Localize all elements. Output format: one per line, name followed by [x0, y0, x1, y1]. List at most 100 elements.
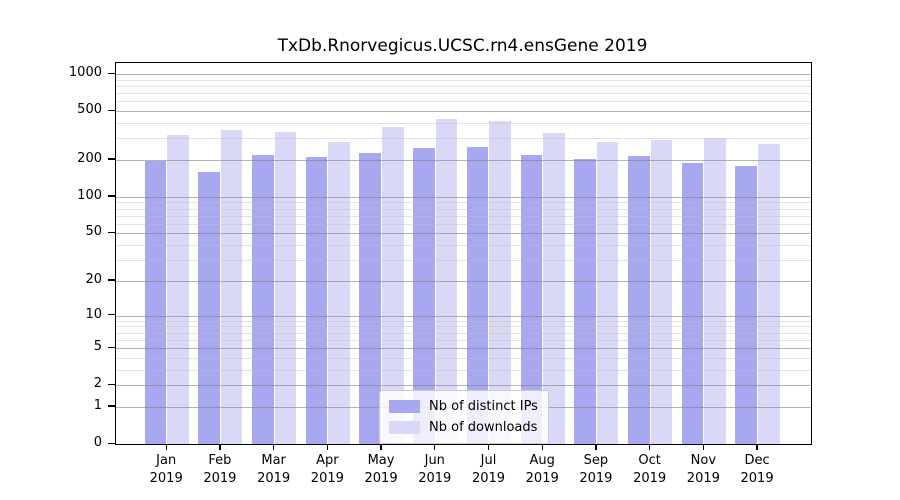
- bar-ips-may: [359, 152, 382, 444]
- y-tick-label: 1: [93, 397, 102, 413]
- legend-label: Nb of downloads: [429, 420, 538, 435]
- bar-downloads-nov: [704, 138, 726, 444]
- y-tick-mark: [108, 279, 115, 281]
- x-tick-year: 2019: [579, 471, 613, 486]
- legend-label: Nb of distinct IPs: [429, 399, 538, 414]
- y-tick-mark: [108, 72, 115, 74]
- x-tick-month: Mar: [261, 453, 286, 468]
- x-tick-month: Nov: [690, 453, 717, 468]
- x-tick-month: Apr: [316, 453, 339, 468]
- x-tick-year: 2019: [149, 471, 183, 486]
- x-tick-mark: [702, 444, 705, 450]
- x-tick-mark: [649, 444, 651, 450]
- x-tick-year: 2019: [471, 471, 506, 486]
- y-tick-label: 2: [93, 376, 102, 392]
- x-tick-year: 2019: [418, 471, 452, 486]
- bars-layer: [116, 63, 811, 444]
- y-tick-label: 100: [77, 187, 102, 203]
- bar-ips-aug: [520, 154, 543, 444]
- bar-ips-jul: [466, 147, 489, 444]
- x-tick-mark: [273, 444, 275, 450]
- bar-ips-feb: [198, 171, 220, 444]
- x-tick-mark: [541, 444, 543, 450]
- x-tick-month: Aug: [529, 453, 555, 468]
- x-tick-year: 2019: [633, 471, 667, 486]
- bar-ips-nov: [681, 162, 704, 444]
- y-tick-label: 500: [77, 102, 102, 118]
- legend-item: Nb of downloads: [389, 417, 538, 438]
- x-tick-label: Nov 2019: [668, 452, 738, 488]
- x-tick-label: Jun 2019: [400, 452, 470, 488]
- x-tick-label: Jan 2019: [131, 452, 201, 488]
- y-tick-mark: [108, 442, 115, 444]
- x-tick-label: Sep 2019: [561, 452, 631, 488]
- x-tick-label: Jul 2019: [453, 452, 523, 488]
- y-tick-label: 20: [85, 271, 102, 287]
- x-tick-month: Feb: [208, 453, 232, 468]
- x-tick-label: Apr 2019: [292, 452, 362, 488]
- y-tick-label: 200: [77, 150, 102, 166]
- bar-downloads-may: [381, 127, 404, 444]
- x-tick-mark: [219, 444, 221, 450]
- x-tick-mark: [434, 444, 436, 450]
- legend-swatch: [389, 400, 420, 413]
- y-tick-mark: [108, 405, 115, 407]
- x-tick-year: 2019: [257, 471, 291, 486]
- x-tick-month: Dec: [744, 453, 770, 468]
- x-tick-mark: [595, 444, 597, 450]
- bar-downloads-sep: [596, 142, 619, 444]
- bar-downloads-jan: [167, 134, 189, 444]
- bar-downloads-mar: [274, 132, 297, 444]
- x-tick-year: 2019: [740, 471, 774, 486]
- x-tick-label: Aug 2019: [507, 452, 577, 488]
- x-tick-mark: [380, 444, 382, 450]
- bar-ips-dec: [735, 165, 758, 444]
- bar-ips-mar: [252, 154, 274, 444]
- bar-ips-jun: [413, 148, 435, 444]
- x-tick-month: Sep: [583, 453, 609, 468]
- bar-downloads-dec: [757, 143, 780, 444]
- x-tick-year: 2019: [525, 471, 559, 486]
- y-tick-label: 10: [85, 306, 102, 322]
- y-tick-mark: [108, 314, 115, 316]
- bar-ips-sep: [574, 158, 596, 444]
- bar-downloads-feb: [220, 130, 243, 444]
- y-tick-mark: [108, 231, 115, 234]
- y-tick-label: 5: [93, 339, 102, 355]
- x-tick-mark: [487, 444, 490, 450]
- y-tick-mark: [108, 195, 115, 197]
- y-tick-mark: [108, 346, 115, 348]
- plot-area: Nb of distinct IPs Nb of downloads: [115, 62, 812, 445]
- bar-downloads-aug: [543, 133, 565, 444]
- x-tick-year: 2019: [686, 471, 720, 486]
- x-tick-label: Oct 2019: [615, 452, 685, 488]
- y-tick-label: 50: [85, 224, 102, 240]
- legend-swatch: [389, 421, 420, 434]
- y-tick-mark: [108, 109, 115, 111]
- x-tick-mark: [756, 444, 758, 450]
- x-tick-label: May 2019: [346, 452, 416, 488]
- legend: Nb of distinct IPs Nb of downloads: [379, 390, 549, 444]
- chart-title: TxDb.Rnorvegicus.UCSC.rn4.ensGene 2019: [277, 36, 648, 56]
- y-tick-mark: [108, 383, 115, 385]
- x-tick-year: 2019: [310, 471, 344, 486]
- x-tick-year: 2019: [364, 471, 398, 486]
- y-tick-label: 0: [93, 435, 102, 450]
- x-tick-month: Jan: [156, 453, 177, 468]
- bar-downloads-jul: [489, 121, 511, 444]
- x-tick-label: Mar 2019: [239, 452, 309, 488]
- x-tick-mark: [326, 444, 329, 450]
- x-tick-mark: [165, 444, 167, 450]
- x-tick-month: Oct: [638, 453, 661, 468]
- bar-downloads-apr: [328, 142, 350, 444]
- x-tick-month: Jul: [480, 453, 497, 468]
- bar-downloads-oct: [650, 140, 673, 444]
- legend-item: Nb of distinct IPs: [389, 396, 538, 417]
- y-tick-mark: [108, 158, 115, 160]
- x-tick-label: Dec 2019: [722, 452, 792, 488]
- x-tick-month: Jun: [424, 453, 445, 468]
- x-tick-month: May: [367, 453, 395, 468]
- x-tick-year: 2019: [203, 471, 237, 486]
- bar-ips-oct: [628, 156, 650, 444]
